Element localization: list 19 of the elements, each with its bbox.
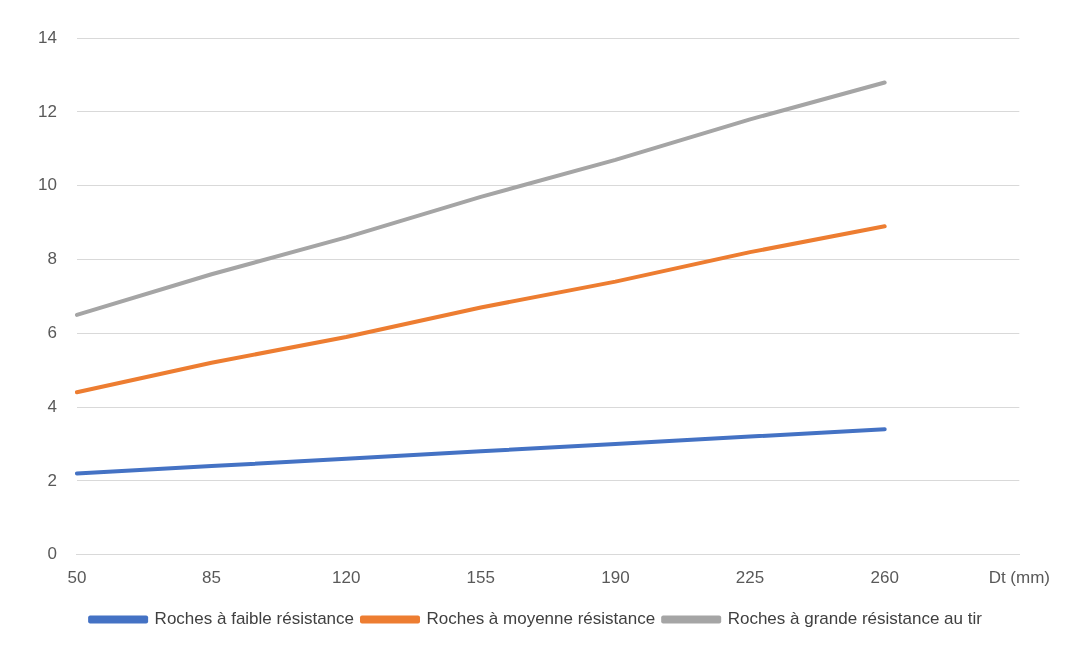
x-tick-label: 120 bbox=[331, 568, 361, 588]
x-tick-label: 190 bbox=[601, 568, 630, 588]
legend-label: Roches à faible résistance bbox=[154, 609, 355, 629]
x-tick-label: 50 bbox=[67, 568, 87, 588]
x-tick-label: 225 bbox=[735, 568, 765, 588]
legend-label: Roches à grande résistance au tir bbox=[727, 609, 983, 629]
x-tick-label: 260 bbox=[870, 568, 899, 588]
y-tick-label: 6 bbox=[47, 322, 57, 342]
y-tick-label: 10 bbox=[37, 175, 57, 195]
x-tick-label: 155 bbox=[466, 568, 495, 588]
x-tick-label: 85 bbox=[202, 568, 221, 588]
legend-label: Roches à moyenne résistance bbox=[426, 609, 656, 629]
y-tick-label: 14 bbox=[37, 27, 57, 47]
y-tick-label: 0 bbox=[47, 544, 57, 564]
y-tick-label: 2 bbox=[47, 470, 57, 490]
x-axis-title: Dt (mm) bbox=[988, 568, 1050, 588]
y-tick-label: 12 bbox=[37, 101, 57, 121]
y-tick-label: 8 bbox=[47, 249, 57, 269]
y-tick-label: 4 bbox=[47, 396, 57, 416]
